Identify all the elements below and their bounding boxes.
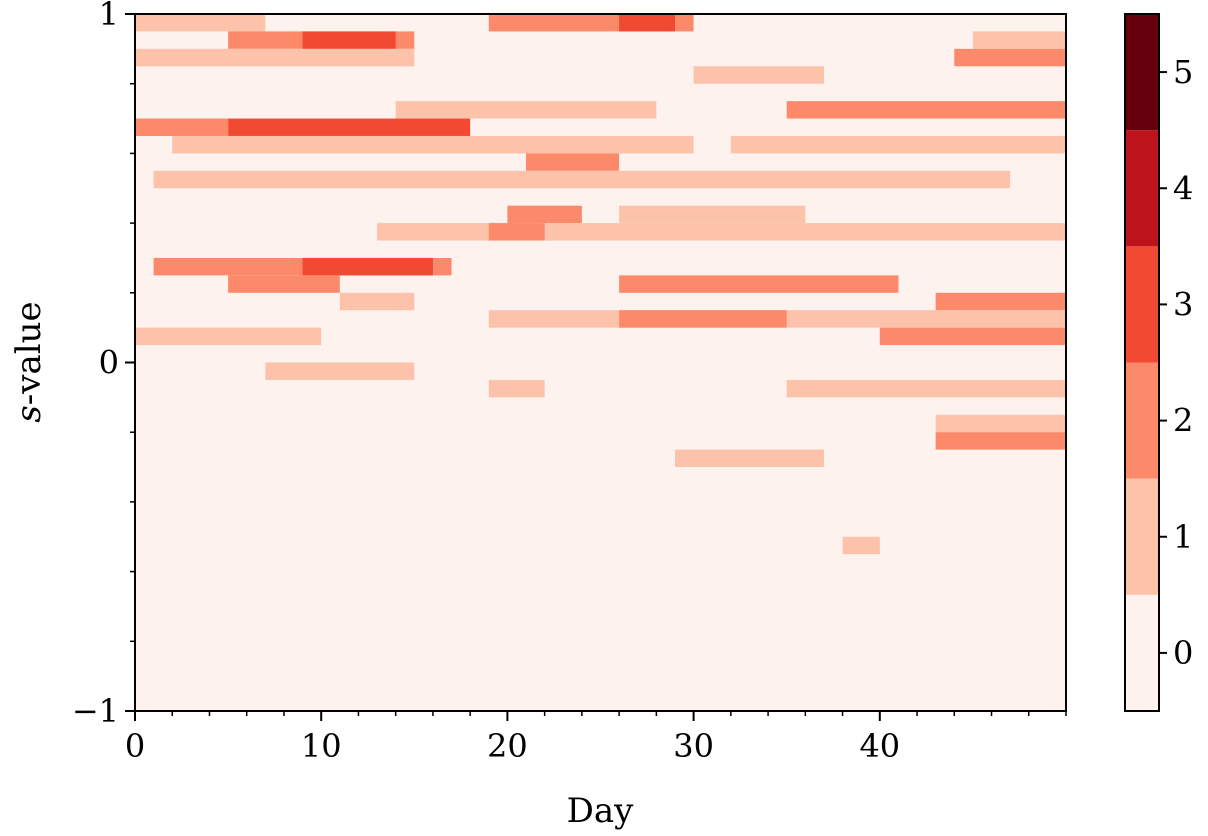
heatmap-cell xyxy=(526,153,620,171)
y-tick-label: 0 xyxy=(99,344,119,382)
x-axis: 0 10 20 30 40 xyxy=(125,711,1067,765)
x-axis-label: Day xyxy=(567,791,635,831)
colorbar-frame xyxy=(1124,13,1160,712)
heatmap-cell xyxy=(153,170,1011,189)
colorbar-swatch xyxy=(1125,362,1159,479)
heatmap-cell xyxy=(228,275,340,293)
y-tick-label: 1 xyxy=(99,0,119,33)
colorbar-swatch xyxy=(1125,246,1159,363)
colorbar-swatch xyxy=(1125,14,1159,131)
heatmap-cell xyxy=(172,135,694,154)
heatmap-cell xyxy=(935,432,1066,450)
heatmap-cell xyxy=(302,257,433,276)
colorbar-tick-label: 4 xyxy=(1173,169,1193,207)
heatmap-cell xyxy=(842,536,880,555)
heatmap-cell xyxy=(730,135,1066,154)
heatmap-cell xyxy=(619,205,806,224)
heatmap-cell xyxy=(135,48,415,67)
heatmap-cell xyxy=(302,31,396,49)
heatmap-cell xyxy=(339,292,415,311)
heatmap-cell xyxy=(619,310,787,328)
colorbar: 0 1 2 3 4 5 xyxy=(1124,13,1193,712)
heatmap-cells xyxy=(135,14,1066,711)
y-axis-label-symbol: s xyxy=(9,405,49,422)
colorbar-swatch xyxy=(1125,130,1159,247)
heatmap-cell xyxy=(377,223,1066,241)
colorbar-tick-label: 0 xyxy=(1173,634,1193,672)
x-tick-label: 30 xyxy=(673,727,714,765)
y-tick-label: −1 xyxy=(72,692,119,730)
y-axis-label: s-value xyxy=(9,301,49,422)
heatmap-cell xyxy=(693,66,824,84)
heatmap-cell xyxy=(507,205,582,224)
colorbar-tick-label: 5 xyxy=(1173,53,1193,91)
heatmap-cell xyxy=(488,223,545,241)
heatmap-cell xyxy=(619,275,899,293)
colorbar-tick-label: 1 xyxy=(1173,518,1193,556)
heatmap-cell xyxy=(488,379,545,398)
heatmap-cell xyxy=(954,48,1066,67)
heatmap-cell xyxy=(135,327,322,346)
colorbar-tick-label: 2 xyxy=(1173,402,1193,440)
heatmap-cell xyxy=(879,327,1066,346)
heatmap-cell xyxy=(786,101,1066,119)
heatmap-cell xyxy=(619,14,675,32)
x-tick-label: 20 xyxy=(487,727,528,765)
x-tick-label: 10 xyxy=(301,727,342,765)
y-axis-label-text: -value xyxy=(9,301,49,405)
colorbar-swatch xyxy=(1125,594,1159,711)
heatmap-cell xyxy=(972,31,1066,49)
heatmap-cell xyxy=(674,449,824,468)
heatmap-cell xyxy=(135,118,229,136)
heatmap-cell xyxy=(786,379,1066,398)
y-axis: −1 0 1 xyxy=(72,0,135,730)
heatmap-cell xyxy=(135,14,266,32)
colorbar-tick-label: 3 xyxy=(1173,285,1193,323)
heatmap-cell xyxy=(935,292,1066,311)
heatmap-cell xyxy=(395,101,657,119)
heatmap-cell xyxy=(265,362,415,380)
colorbar-swatch xyxy=(1125,478,1159,595)
heatmap-cell xyxy=(228,118,471,136)
x-tick-label: 0 xyxy=(125,727,145,765)
x-tick-label: 40 xyxy=(859,727,900,765)
heatmap-cell xyxy=(935,414,1066,433)
